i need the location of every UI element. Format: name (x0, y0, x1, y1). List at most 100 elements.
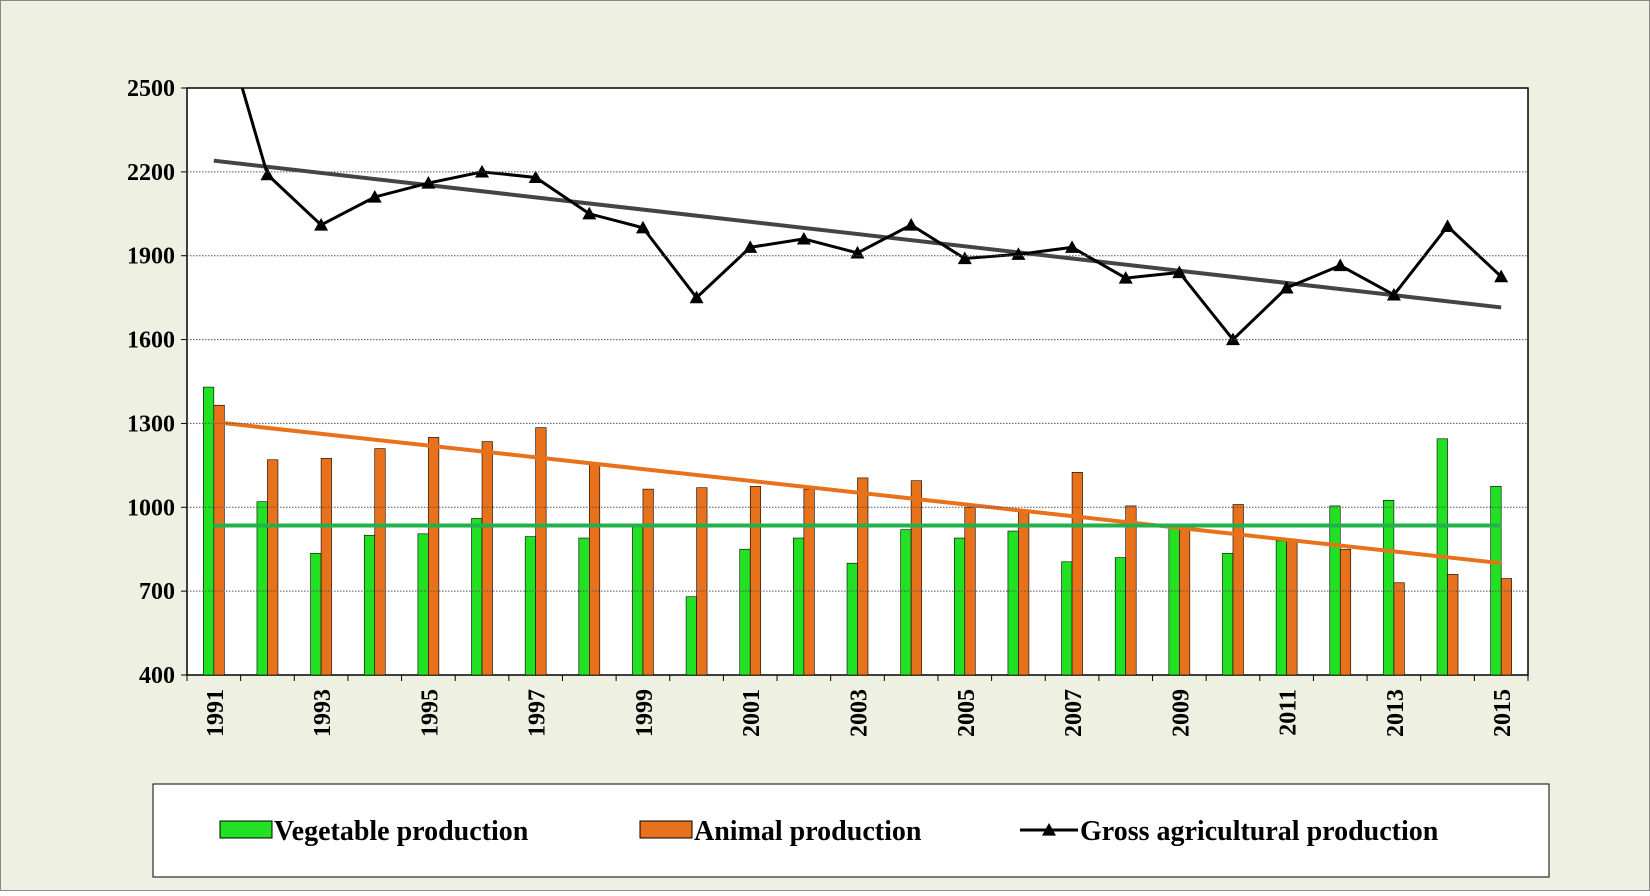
x-tick-label: 2009 (1168, 689, 1194, 737)
line-marker (260, 167, 275, 181)
bar (793, 537, 805, 675)
x-tick-label: 2015 (1490, 689, 1516, 737)
bar (749, 486, 762, 675)
bar (1393, 582, 1405, 675)
bar (213, 404, 225, 675)
line-marker (1440, 219, 1455, 232)
bar (1061, 561, 1073, 675)
bar (256, 501, 268, 675)
x-tick-label: 2007 (1061, 689, 1087, 737)
bar (535, 427, 547, 675)
bar (524, 536, 536, 675)
bar (1007, 530, 1019, 675)
line-marker (421, 176, 436, 189)
line-marker (1118, 271, 1133, 284)
x-tick-label: 2011 (1276, 689, 1302, 736)
line-marker (1225, 332, 1240, 346)
line-marker (1279, 280, 1294, 294)
legend-swatch (219, 820, 273, 839)
line-marker (314, 217, 329, 231)
bar (374, 448, 386, 675)
line-marker (743, 240, 758, 253)
line-marker (528, 170, 543, 184)
bar (642, 488, 654, 675)
bar (696, 487, 708, 675)
x-tick-label: 1991 (203, 689, 229, 737)
bar (203, 386, 215, 675)
bar (803, 488, 815, 675)
bar (1222, 553, 1234, 675)
bar (685, 596, 697, 675)
legend-label: Gross agricultural production (1080, 816, 1439, 847)
line-marker (1386, 287, 1401, 301)
bar (1114, 557, 1126, 675)
legend-box (152, 783, 1550, 878)
bar (588, 463, 601, 675)
bar (363, 534, 376, 675)
y-tick-label: 1300 (127, 411, 175, 437)
legend-label: Vegetable production (274, 816, 529, 847)
bar (1168, 527, 1180, 675)
x-tick-label: 1999 (632, 689, 658, 737)
line-marker (1065, 240, 1080, 253)
plot-clip (203, 88, 1512, 675)
bar (846, 562, 858, 675)
bar (1071, 472, 1083, 675)
bar (1500, 578, 1512, 675)
bar (1275, 540, 1287, 675)
line-marker (957, 251, 972, 265)
line-marker (1494, 269, 1509, 283)
bar (1329, 505, 1341, 675)
bar (1179, 527, 1191, 675)
line-marker (582, 206, 597, 220)
line-marker (367, 190, 382, 203)
bar (910, 480, 922, 675)
line-marker (689, 290, 704, 304)
x-tick-label: 1997 (525, 689, 551, 737)
legend-swatch (639, 820, 693, 839)
x-tick-label: 2013 (1383, 689, 1409, 737)
legend-label: Animal production (694, 816, 922, 847)
x-tick-label: 2005 (954, 689, 980, 737)
bar (320, 458, 332, 675)
y-tick-label: 2500 (127, 76, 175, 102)
x-tick-label: 2001 (739, 689, 765, 737)
bar (632, 523, 644, 675)
line-marker (475, 164, 490, 178)
bar (739, 548, 751, 675)
line-marker (1172, 265, 1187, 279)
y-tick-label: 1000 (127, 495, 175, 521)
x-tick-label: 1995 (417, 689, 443, 737)
bar (857, 477, 869, 675)
bar (1286, 540, 1298, 675)
legend-marker (1042, 823, 1056, 836)
bar (310, 553, 322, 675)
line-marker (1011, 247, 1026, 260)
line-marker (635, 220, 650, 234)
bar (900, 529, 912, 675)
bar (1125, 505, 1137, 675)
line-marker (904, 217, 919, 231)
bar (953, 537, 966, 675)
line-marker (1333, 258, 1348, 272)
bar (267, 459, 279, 675)
bar (1018, 509, 1030, 675)
y-tick-label: 400 (139, 663, 175, 689)
bar (1232, 504, 1244, 675)
y-tick-label: 1600 (127, 328, 175, 354)
y-tick-label: 1900 (127, 244, 175, 270)
trend-line (213, 420, 1502, 566)
bar (428, 437, 440, 675)
bar (1447, 574, 1459, 675)
y-tick-label: 700 (139, 579, 175, 605)
x-tick-label: 2003 (847, 689, 873, 737)
x-tick-label: 1993 (310, 689, 336, 737)
bar (578, 537, 590, 675)
bar (417, 533, 429, 675)
bar (1339, 548, 1352, 675)
y-tick-label: 2200 (127, 160, 175, 186)
line-marker (796, 231, 811, 245)
bar (1490, 486, 1502, 675)
